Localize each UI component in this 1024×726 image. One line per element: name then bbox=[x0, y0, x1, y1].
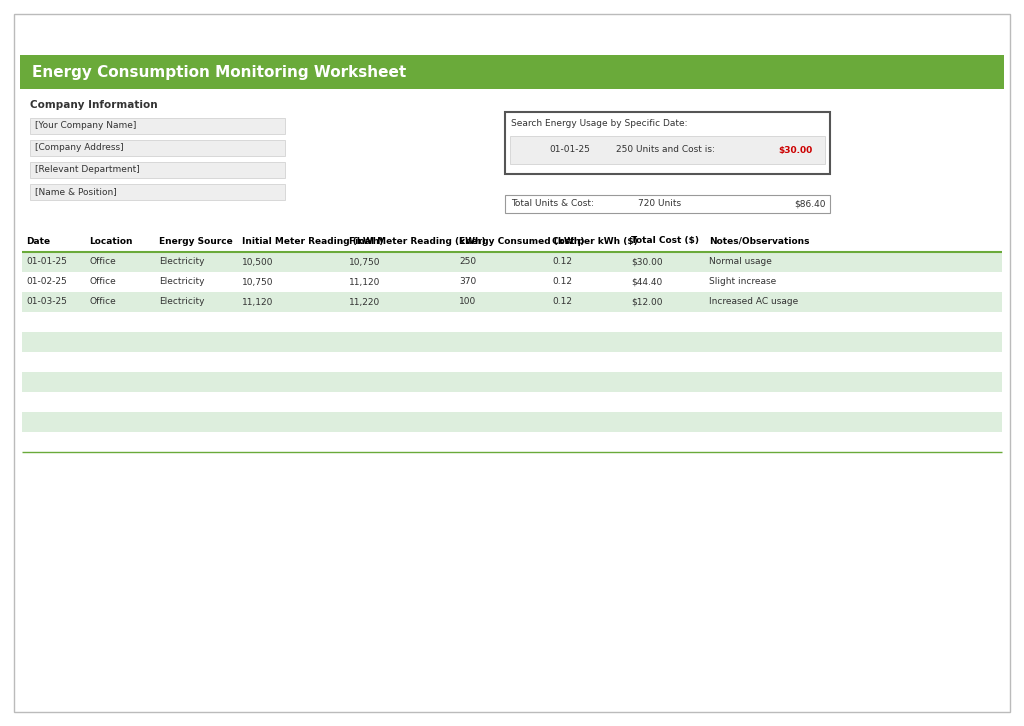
Text: 0.12: 0.12 bbox=[552, 258, 572, 266]
Bar bbox=[22, 332, 1002, 352]
Text: 01-01-25: 01-01-25 bbox=[26, 258, 67, 266]
Text: Initial Meter Reading (kWh): Initial Meter Reading (kWh) bbox=[242, 237, 383, 245]
Text: 10,750: 10,750 bbox=[349, 258, 381, 266]
Bar bbox=[22, 292, 1002, 312]
Text: [Name & Position]: [Name & Position] bbox=[35, 187, 117, 197]
Bar bbox=[22, 352, 1002, 372]
Text: 10,500: 10,500 bbox=[242, 258, 273, 266]
Text: 250: 250 bbox=[459, 258, 476, 266]
Text: Notes/Observations: Notes/Observations bbox=[709, 237, 810, 245]
Text: 0.12: 0.12 bbox=[552, 298, 572, 306]
Bar bbox=[30, 162, 285, 178]
Text: Date: Date bbox=[26, 237, 50, 245]
Bar bbox=[20, 55, 1004, 89]
Text: Electricity: Electricity bbox=[159, 258, 205, 266]
Bar bbox=[505, 195, 830, 213]
Text: Energy Consumed (kWh): Energy Consumed (kWh) bbox=[459, 237, 585, 245]
Bar bbox=[22, 252, 1002, 272]
Text: Electricity: Electricity bbox=[159, 298, 205, 306]
Text: Electricity: Electricity bbox=[159, 277, 205, 287]
Bar bbox=[22, 392, 1002, 412]
Text: $12.00: $12.00 bbox=[631, 298, 663, 306]
Text: $30.00: $30.00 bbox=[631, 258, 663, 266]
Text: Total Units & Cost:: Total Units & Cost: bbox=[511, 200, 594, 208]
Text: Cost per kWh ($): Cost per kWh ($) bbox=[552, 237, 638, 245]
Text: Search Energy Usage by Specific Date:: Search Energy Usage by Specific Date: bbox=[511, 120, 687, 129]
Bar bbox=[22, 412, 1002, 432]
Text: 370: 370 bbox=[459, 277, 476, 287]
Text: 01-02-25: 01-02-25 bbox=[26, 277, 67, 287]
Bar bbox=[510, 136, 825, 164]
Text: Location: Location bbox=[89, 237, 132, 245]
Text: $30.00: $30.00 bbox=[778, 145, 812, 155]
Bar bbox=[30, 140, 285, 156]
Text: Office: Office bbox=[89, 258, 116, 266]
Text: [Company Address]: [Company Address] bbox=[35, 144, 124, 152]
Text: Increased AC usage: Increased AC usage bbox=[709, 298, 799, 306]
Bar bbox=[22, 372, 1002, 392]
Text: Company Information: Company Information bbox=[30, 100, 158, 110]
Text: 100: 100 bbox=[459, 298, 476, 306]
Text: Normal usage: Normal usage bbox=[709, 258, 772, 266]
Text: Energy Consumption Monitoring Worksheet: Energy Consumption Monitoring Worksheet bbox=[32, 65, 407, 80]
Bar bbox=[30, 118, 285, 134]
Text: Total Cost ($): Total Cost ($) bbox=[631, 237, 699, 245]
Text: 01-01-25: 01-01-25 bbox=[550, 145, 591, 155]
Text: Office: Office bbox=[89, 277, 116, 287]
Text: 250 Units and Cost is:: 250 Units and Cost is: bbox=[615, 145, 715, 155]
Text: Slight increase: Slight increase bbox=[709, 277, 776, 287]
Text: Office: Office bbox=[89, 298, 116, 306]
Text: 0.12: 0.12 bbox=[552, 277, 572, 287]
Text: 11,120: 11,120 bbox=[349, 277, 380, 287]
Bar bbox=[505, 112, 830, 174]
Text: $44.40: $44.40 bbox=[631, 277, 663, 287]
Bar bbox=[22, 312, 1002, 332]
Text: 11,120: 11,120 bbox=[242, 298, 273, 306]
Bar bbox=[22, 432, 1002, 452]
Text: 11,220: 11,220 bbox=[349, 298, 380, 306]
Text: 720 Units: 720 Units bbox=[638, 200, 682, 208]
Text: [Relevant Department]: [Relevant Department] bbox=[35, 166, 139, 174]
Text: Final Meter Reading (kWh): Final Meter Reading (kWh) bbox=[349, 237, 485, 245]
Bar bbox=[22, 272, 1002, 292]
Text: [Your Company Name]: [Your Company Name] bbox=[35, 121, 136, 131]
Text: 01-03-25: 01-03-25 bbox=[26, 298, 67, 306]
Text: Energy Source: Energy Source bbox=[159, 237, 232, 245]
Bar bbox=[30, 184, 285, 200]
Text: $86.40: $86.40 bbox=[795, 200, 825, 208]
Text: 10,750: 10,750 bbox=[242, 277, 273, 287]
